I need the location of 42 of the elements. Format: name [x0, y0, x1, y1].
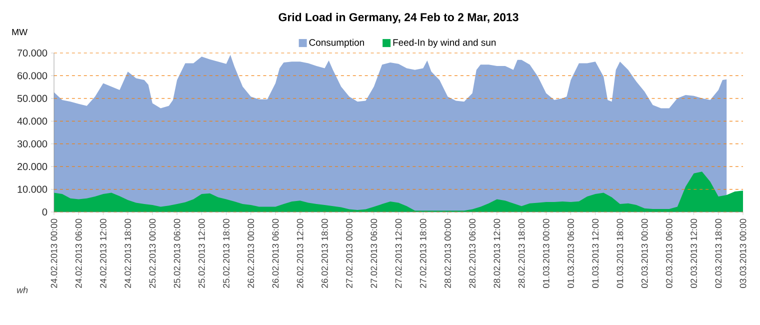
text: wh [17, 286, 28, 294]
x-tick-label: 26.02.2013 12:00 [296, 218, 304, 288]
x-tick-label: 02.03.2013 12:00 [690, 218, 697, 288]
x-tick-label: 02.03.2013 06:00 [666, 218, 672, 288]
x-tick-label: 26.02.2013 00:00 [248, 218, 254, 288]
x-tick-label: 28.02.2013 18:00 [518, 218, 525, 288]
x-tick-label: 01.03.2013 18:00 [616, 218, 624, 288]
x-tick-label: 25.02.2013 12:00 [198, 218, 205, 288]
x-tick-label: 01.03.2013 12:00 [592, 218, 599, 288]
y-tick-label: 20.000 [18, 163, 48, 170]
x-tick-label: 25.02.2013 18:00 [223, 218, 230, 288]
x-tick-label: 02.03.2013 00:00 [641, 218, 648, 288]
y-axis-title: MW [12, 29, 28, 36]
x-tick-label: 24.02.2013 18:00 [124, 218, 132, 288]
y-tick-label: 70.000 [18, 49, 48, 57]
x-tick-label: 27.02.2013 00:00 [346, 218, 352, 288]
x-tick-label: 25.02.2013 00:00 [149, 218, 156, 288]
chart-title: Grid Load in Germany, 24 Feb to 2 Mar, 2013 [278, 12, 518, 24]
x-tick-label: 03.03.2013 00:00 [740, 218, 746, 288]
x-tick-label: 01.03.2013 00:00 [542, 218, 550, 288]
y-tick-label: 40.000 [17, 118, 48, 125]
y-tick-label: 10.000 [18, 186, 48, 193]
x-tick-label: 26.02.2013 06:00 [272, 218, 279, 288]
x-tick-label: 02.03.2013 18:00 [715, 218, 722, 288]
x-tick-label: 24.02.2013 00:00 [50, 218, 58, 288]
x-tick-label: 28.02.2013 00:00 [444, 218, 451, 288]
legend-label: Consumption [309, 38, 364, 48]
x-tick-label: 27.02.2013 18:00 [420, 218, 426, 288]
y-tick-label: 0 [42, 208, 48, 216]
y-tick-label: 50.000 [17, 94, 48, 102]
x-tick-label: 25.02.2013 06:00 [174, 218, 180, 288]
x-tick-label: 24.02.2013 12:00 [100, 218, 106, 288]
x-tick-label: 24.02.2013 06:00 [75, 218, 82, 288]
x-tick-label: 27.02.2013 12:00 [395, 218, 402, 288]
x-tick-label: 28.02.2013 12:00 [494, 218, 500, 288]
x-tick-label: 28.02.2013 06:00 [469, 218, 476, 288]
y-tick-label: 30.000 [17, 140, 48, 148]
x-tick-label: 26.02.2013 18:00 [322, 218, 328, 288]
x-tick-label: 27.02.2013 06:00 [370, 218, 378, 288]
y-tick-label: 60.000 [18, 72, 48, 80]
legend-label: Feed-In by wind and sun [393, 38, 496, 48]
x-tick-label: 01.03.2013 06:00 [568, 218, 574, 288]
